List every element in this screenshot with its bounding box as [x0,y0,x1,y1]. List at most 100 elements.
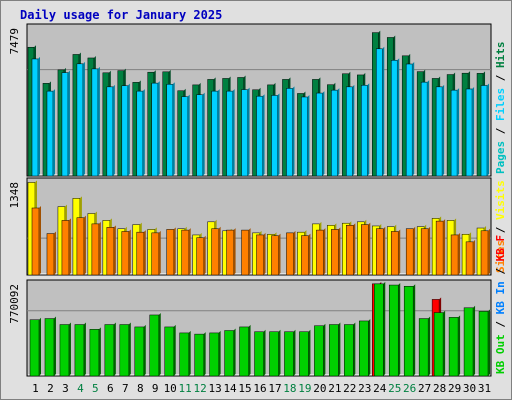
bar-sites-3 [61,220,70,276]
legend-separator: / [494,220,507,240]
bar-kbout-2-side [53,316,56,376]
bar-sites-29-side [458,232,461,275]
day-label-9: 9 [152,382,159,395]
bar-sites-31 [480,230,489,276]
bar-files-27 [420,81,428,177]
bar-sites-13 [211,228,219,276]
bar-kbout-9-side [158,312,161,376]
bar-sites-18 [286,232,294,276]
bar-files-3-side [67,70,70,176]
bar-kbout-28 [433,312,444,377]
bar-kbout-25-side [398,283,401,376]
bar-kbout-29-side [458,315,461,376]
bar-files-29 [450,89,458,177]
day-label-26: 26 [403,382,416,395]
bar-files-8-side [142,89,145,176]
bar-sites-23-side [368,222,371,275]
bar-sites-12-side [203,235,206,275]
day-label-12: 12 [194,382,207,395]
bar-files-7-side [127,83,130,176]
day-label-17: 17 [268,382,281,395]
bar-kbout-5-side [98,327,101,376]
bar-files-21 [331,89,338,177]
bar-kbout-21 [329,324,339,377]
bar-files-30-side [472,86,475,176]
bar-sites-28-side [443,219,446,275]
bar-kbout-29 [448,317,459,377]
bar-sites-24 [376,228,384,276]
bar-files-29-side [457,88,460,176]
bar-kbout-7 [119,324,130,377]
bar-kbout-25 [388,284,399,377]
bar-files-14 [226,90,233,177]
chart-title: Daily usage for January 2025 [20,8,223,22]
bar-kbout-26-side [413,284,416,376]
bar-kbout-19-side [308,329,311,376]
bar-files-14-side [232,89,235,176]
legend-separator: / [494,68,507,88]
bar-kbout-28-side [443,310,446,376]
day-label-21: 21 [328,382,341,395]
bar-kbout-3 [59,324,70,377]
legend-entry-files: Files [494,88,507,121]
bar-sites-17 [271,235,279,276]
bar-sites-9 [151,232,159,276]
bar-files-17 [271,95,278,177]
bar-sites-26-side [413,226,416,275]
bar-sites-25-side [398,229,401,275]
day-label-29: 29 [448,382,461,395]
day-label-30: 30 [463,382,476,395]
bar-files-15 [241,89,248,177]
bar-sites-19-side [308,233,311,275]
bar-sites-26 [405,228,414,276]
bar-files-20 [316,92,323,177]
bar-sites-31-side [488,228,491,275]
bar-files-27-side [427,80,430,176]
day-label-10: 10 [164,382,177,395]
bar-files-6 [106,86,114,177]
legend-separator: / [494,261,507,281]
bar-sites-20 [316,229,324,276]
legend-entry-kb-f: KB F [494,235,507,262]
bar-files-31-side [487,83,490,176]
bar-kbout-31 [478,311,489,377]
bar-sites-22-side [353,223,356,275]
bar-files-10 [166,84,173,177]
bar-files-26-side [412,62,415,176]
bar-kbout-4 [74,324,85,377]
bar-sites-5 [91,223,100,276]
bar-sites-8-side [143,230,146,275]
day-label-4: 4 [77,382,84,395]
bar-kbout-1 [29,319,40,377]
bar-kbout-7-side [128,322,131,376]
bar-files-8 [136,90,144,177]
ytick-max-label-2: 1348 [8,182,21,209]
day-label-22: 22 [343,382,356,395]
bar-sites-7 [121,231,130,276]
bar-files-30 [465,88,473,177]
bar-kbout-3-side [68,322,71,376]
bar-sites-27 [420,228,429,276]
bar-kbout-15 [239,326,249,377]
bar-sites-27-side [428,226,431,275]
bar-kbout-26 [403,285,414,377]
bar-kbout-19 [299,331,309,377]
legend-3: KB Out / KB In / KB F [494,235,507,374]
bar-sites-8 [136,231,145,276]
bar-kbout-16 [254,331,264,377]
legend-2: Sites / Visits [494,180,507,273]
bar-files-19-side [307,94,310,176]
ytick-max-label-3: 770092 [8,284,21,324]
bar-files-3 [61,72,69,177]
bar-files-24-side [382,46,385,176]
bar-files-4 [76,63,84,177]
bar-files-2-side [52,89,55,176]
bar-kbout-10-side [173,324,176,376]
bar-sites-30 [465,241,474,276]
day-label-18: 18 [283,382,296,395]
bar-kbout-1-side [39,317,41,376]
bar-sites-23 [361,224,369,276]
day-label-20: 20 [313,382,326,395]
day-label-16: 16 [253,382,266,395]
bar-sites-12 [196,237,204,276]
